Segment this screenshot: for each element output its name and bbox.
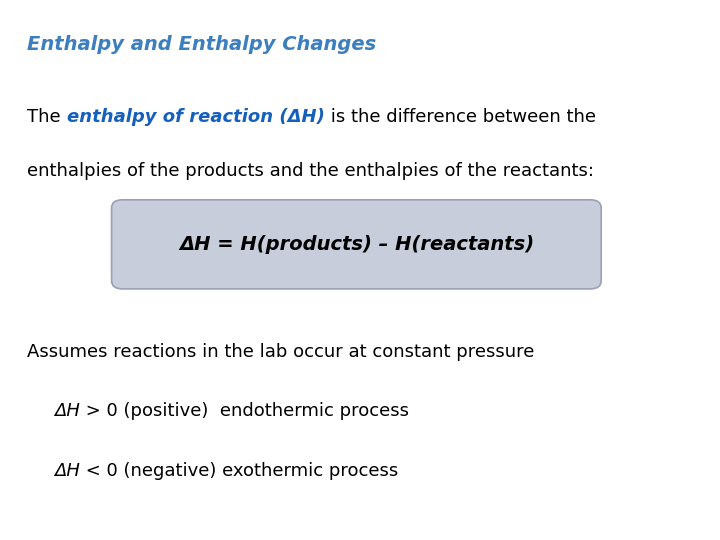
Text: is the difference between the: is the difference between the bbox=[325, 108, 595, 126]
Text: Assumes reactions in the lab occur at constant pressure: Assumes reactions in the lab occur at co… bbox=[27, 343, 535, 361]
Text: < 0 (negative) exothermic process: < 0 (negative) exothermic process bbox=[80, 462, 398, 480]
Text: Enthalpy and Enthalpy Changes: Enthalpy and Enthalpy Changes bbox=[27, 35, 377, 54]
Text: ΔH = H(products) – H(reactants): ΔH = H(products) – H(reactants) bbox=[179, 235, 534, 254]
Text: ΔH: ΔH bbox=[54, 402, 80, 420]
Text: > 0 (positive)  endothermic process: > 0 (positive) endothermic process bbox=[80, 402, 409, 420]
Text: enthalpy of reaction (ΔH): enthalpy of reaction (ΔH) bbox=[67, 108, 325, 126]
Text: The: The bbox=[27, 108, 67, 126]
FancyBboxPatch shape bbox=[112, 200, 601, 289]
Text: enthalpies of the products and the enthalpies of the reactants:: enthalpies of the products and the entha… bbox=[27, 162, 595, 180]
Text: ΔH: ΔH bbox=[54, 462, 80, 480]
